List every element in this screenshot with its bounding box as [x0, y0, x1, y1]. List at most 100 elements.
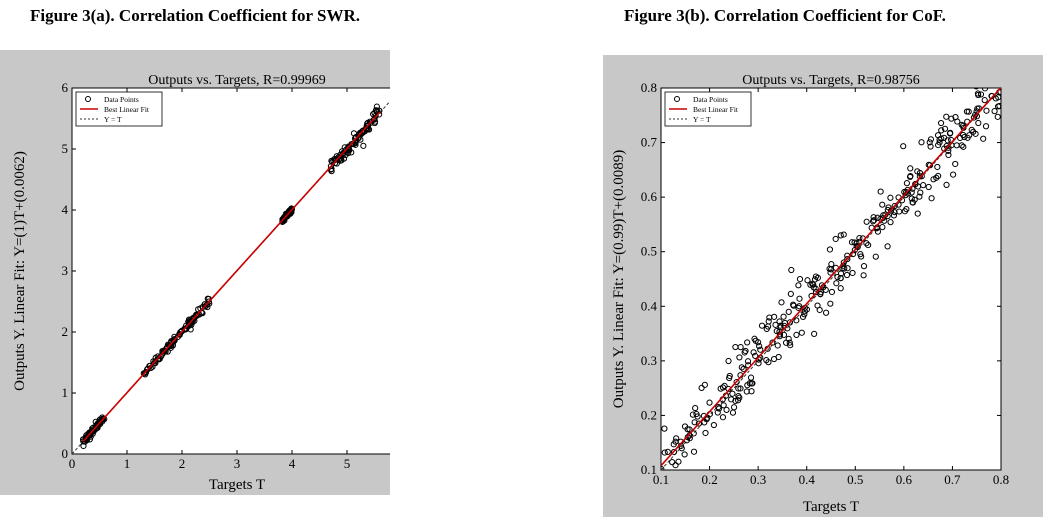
x-axis-label: Targets T	[803, 499, 859, 515]
data-point	[814, 302, 821, 309]
x-axis-label: Targets T	[209, 477, 265, 493]
data-point	[908, 195, 915, 202]
data-point	[860, 272, 867, 279]
data-point	[796, 276, 804, 283]
best-fit-line	[661, 88, 1001, 467]
data-point	[738, 364, 745, 371]
data-point	[925, 183, 932, 191]
data-point	[750, 349, 757, 356]
data-point	[900, 143, 907, 150]
data-point	[795, 282, 802, 289]
data-point	[778, 299, 785, 306]
legend-label: Y = T	[693, 115, 711, 124]
data-point	[719, 384, 727, 391]
data-point	[858, 253, 865, 260]
data-point	[793, 331, 800, 338]
data-point	[715, 403, 722, 411]
data-point	[963, 108, 971, 115]
data-point	[943, 181, 950, 188]
y-tick-label: 2	[62, 324, 69, 339]
chart-title: Outputs vs. Targets, R=0.98756	[742, 73, 920, 88]
data-point	[981, 97, 988, 104]
data-point	[991, 108, 998, 115]
data-point	[749, 380, 756, 387]
data-point	[926, 139, 933, 146]
data-point	[770, 355, 778, 363]
data-point	[917, 189, 924, 196]
x-tick-label: 0.6	[896, 472, 913, 487]
data-point	[661, 465, 665, 470]
data-point	[744, 339, 751, 346]
plot-series-group	[72, 100, 390, 454]
x-tick-label: 0.2	[701, 472, 717, 487]
data-point	[373, 103, 380, 110]
data-point	[814, 274, 821, 281]
legend-marker-data-points	[674, 96, 680, 102]
y-tick-label: 6	[62, 80, 69, 95]
data-point	[927, 136, 935, 143]
data-point	[757, 346, 764, 353]
data-point	[909, 199, 917, 206]
data-point	[887, 219, 894, 226]
data-point	[879, 201, 886, 208]
data-point	[776, 318, 783, 325]
data-point	[872, 253, 879, 260]
data-point	[363, 122, 370, 130]
data-point	[780, 313, 787, 320]
data-point	[721, 382, 728, 389]
data-point	[928, 195, 935, 202]
data-point	[958, 121, 965, 128]
data-point	[983, 107, 990, 114]
data-point	[793, 317, 800, 324]
data-point	[818, 282, 826, 289]
data-point	[812, 285, 819, 292]
data-point	[837, 285, 844, 292]
data-point	[934, 132, 942, 139]
data-point	[996, 102, 1001, 110]
data-point	[732, 397, 739, 405]
data-point	[672, 438, 679, 445]
x-tick-label: 0.7	[944, 472, 961, 487]
data-point	[787, 290, 794, 297]
data-point	[914, 210, 921, 217]
data-point	[664, 448, 671, 455]
data-point	[202, 303, 209, 310]
data-point	[975, 91, 982, 99]
data-point	[958, 142, 965, 149]
data-point	[774, 342, 781, 349]
data-point	[840, 259, 847, 266]
data-point	[159, 349, 166, 356]
data-point	[811, 330, 818, 338]
data-point	[725, 357, 732, 365]
data-point	[944, 137, 951, 144]
data-point	[773, 328, 780, 335]
data-point	[155, 355, 162, 362]
data-point	[848, 239, 856, 246]
data-point	[874, 228, 882, 235]
data-point	[796, 303, 803, 310]
data-point	[782, 339, 790, 346]
x-tick-label: 0	[69, 456, 76, 471]
data-point	[720, 402, 727, 409]
data-point	[970, 114, 978, 121]
data-point	[950, 171, 957, 178]
data-point	[941, 125, 949, 132]
data-point	[769, 339, 776, 346]
data-point	[690, 448, 698, 455]
y-tick-label: 5	[62, 141, 69, 156]
data-point	[372, 107, 380, 114]
data-point	[360, 142, 367, 149]
data-point	[935, 172, 942, 180]
x-tick-label: 0.5	[847, 472, 863, 487]
x-tick-label: 5	[344, 456, 351, 471]
data-point	[943, 113, 950, 120]
data-point	[737, 385, 744, 392]
data-point	[822, 286, 829, 294]
data-point	[833, 280, 840, 287]
data-point	[870, 214, 877, 221]
data-point	[960, 143, 967, 150]
data-point	[907, 172, 914, 180]
data-point	[785, 308, 792, 315]
data-point	[735, 393, 742, 400]
y-tick-label: 0	[62, 446, 69, 461]
